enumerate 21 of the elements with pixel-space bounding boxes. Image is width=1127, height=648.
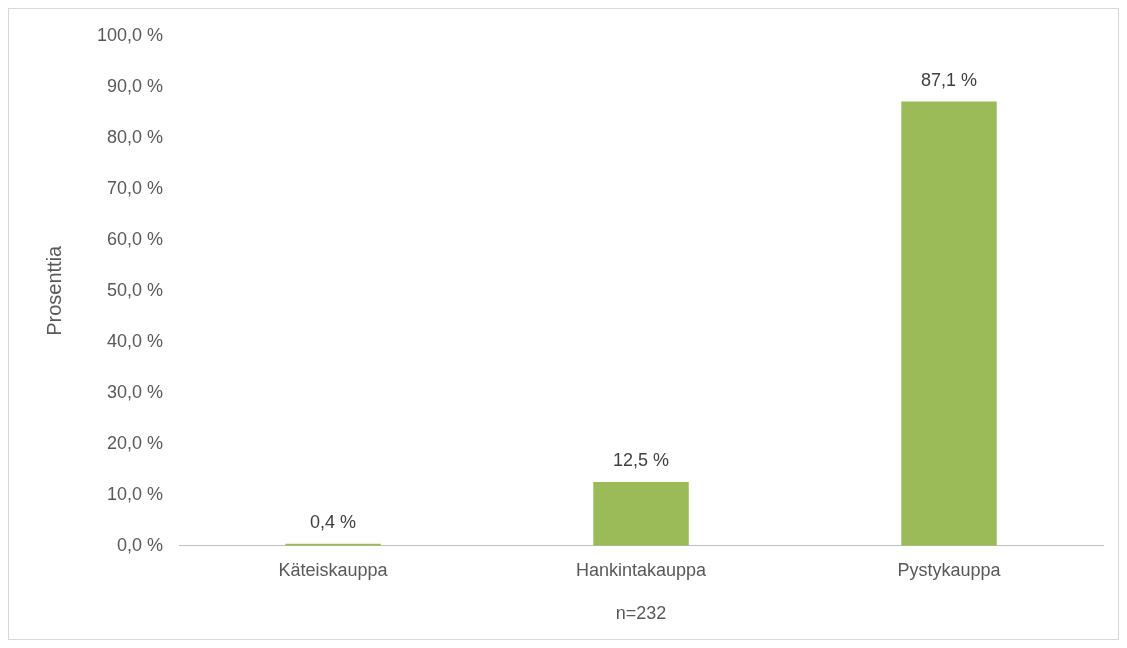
y-tick-label: 40,0 %	[107, 330, 164, 351]
y-tick-label: 30,0 %	[107, 381, 164, 402]
data-label: 12,5 %	[613, 450, 670, 471]
y-tick-label: 100,0 %	[96, 24, 164, 45]
y-tick-label: 50,0 %	[107, 279, 164, 300]
y-tick-label: 70,0 %	[107, 177, 164, 198]
y-tick-label: 60,0 %	[107, 228, 164, 249]
x-axis-title: n=232	[615, 603, 667, 624]
y-tick-label: 20,0 %	[107, 432, 164, 453]
bar	[593, 482, 689, 546]
data-label: 0,4 %	[310, 511, 357, 532]
y-tick-label: 80,0 %	[107, 126, 164, 147]
data-label: 87,1 %	[920, 69, 978, 90]
y-tick-label: 10,0 %	[107, 483, 164, 504]
x-tick-label: Käteiskauppa	[278, 559, 389, 580]
y-tick-label: 90,0 %	[107, 75, 164, 96]
y-tick-label: 0,0 %	[117, 534, 164, 555]
y-axis-title: Prosenttia	[42, 244, 65, 336]
x-tick-label: Hankintakauppa	[575, 559, 708, 580]
x-tick-label: Pystykauppa	[897, 559, 1002, 580]
bar	[901, 101, 997, 546]
